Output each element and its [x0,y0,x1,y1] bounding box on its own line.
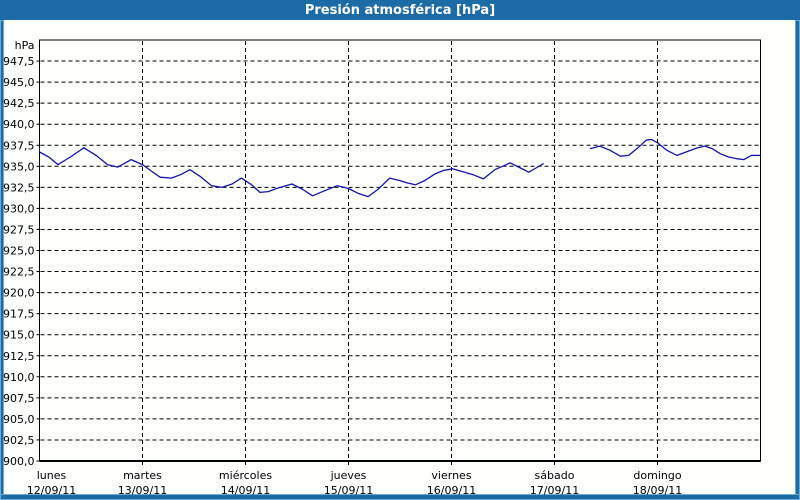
y-tick-label: 937,5 [3,139,35,152]
x-date-label: 13/09/11 [118,484,167,497]
y-tick-label: 907,5 [3,392,35,405]
window-frame-bottom [0,494,800,500]
pressure-line-segment [589,138,762,161]
x-day-label: viernes [431,469,471,482]
y-tick-label: 940,0 [3,118,35,131]
y-tick-label: 910,0 [3,371,35,384]
y-tick-label: 942,5 [3,97,35,110]
x-date-label: 15/09/11 [324,484,373,497]
y-tick-label: 905,0 [3,413,35,426]
y-tick-label: 912,5 [3,350,35,363]
y-tick-label: 945,0 [3,76,35,89]
y-tick-label: 917,5 [3,308,35,321]
y-tick-label: 927,5 [3,223,35,236]
y-tick-label: 930,0 [3,202,35,215]
x-date-label: 12/09/11 [27,484,76,497]
x-day-label: domingo [633,469,681,482]
x-date-label: 18/09/11 [633,484,682,497]
window-frame-right [795,20,800,500]
chart-title: Presión atmosférica [hPa] [304,2,496,18]
x-date-label: 14/09/11 [221,484,270,497]
y-axis-unit-label: hPa [15,39,35,52]
x-day-label: jueves [330,469,367,482]
y-tick-label: 922,5 [3,266,35,279]
y-tick-label: 900,0 [3,455,35,468]
x-day-label: miércoles [219,469,272,482]
y-tick-label: 925,0 [3,245,35,258]
y-tick-label: 947,5 [3,55,35,68]
x-date-label: 17/09/11 [530,484,579,497]
x-day-label: lunes [37,469,67,482]
x-day-label: sábado [535,469,575,482]
x-date-label: 16/09/11 [427,484,476,497]
y-tick-label: 920,0 [3,287,35,300]
y-tick-label: 915,0 [3,329,35,342]
y-tick-label: 935,0 [3,160,35,173]
y-tick-label: 902,5 [3,434,35,447]
window-frame-left [0,20,4,500]
titlebar: Presión atmosférica [hPa] [0,0,800,20]
x-day-label: martes [123,469,162,482]
pressure-line-segment [38,147,544,198]
y-tick-label: 932,5 [3,181,35,194]
